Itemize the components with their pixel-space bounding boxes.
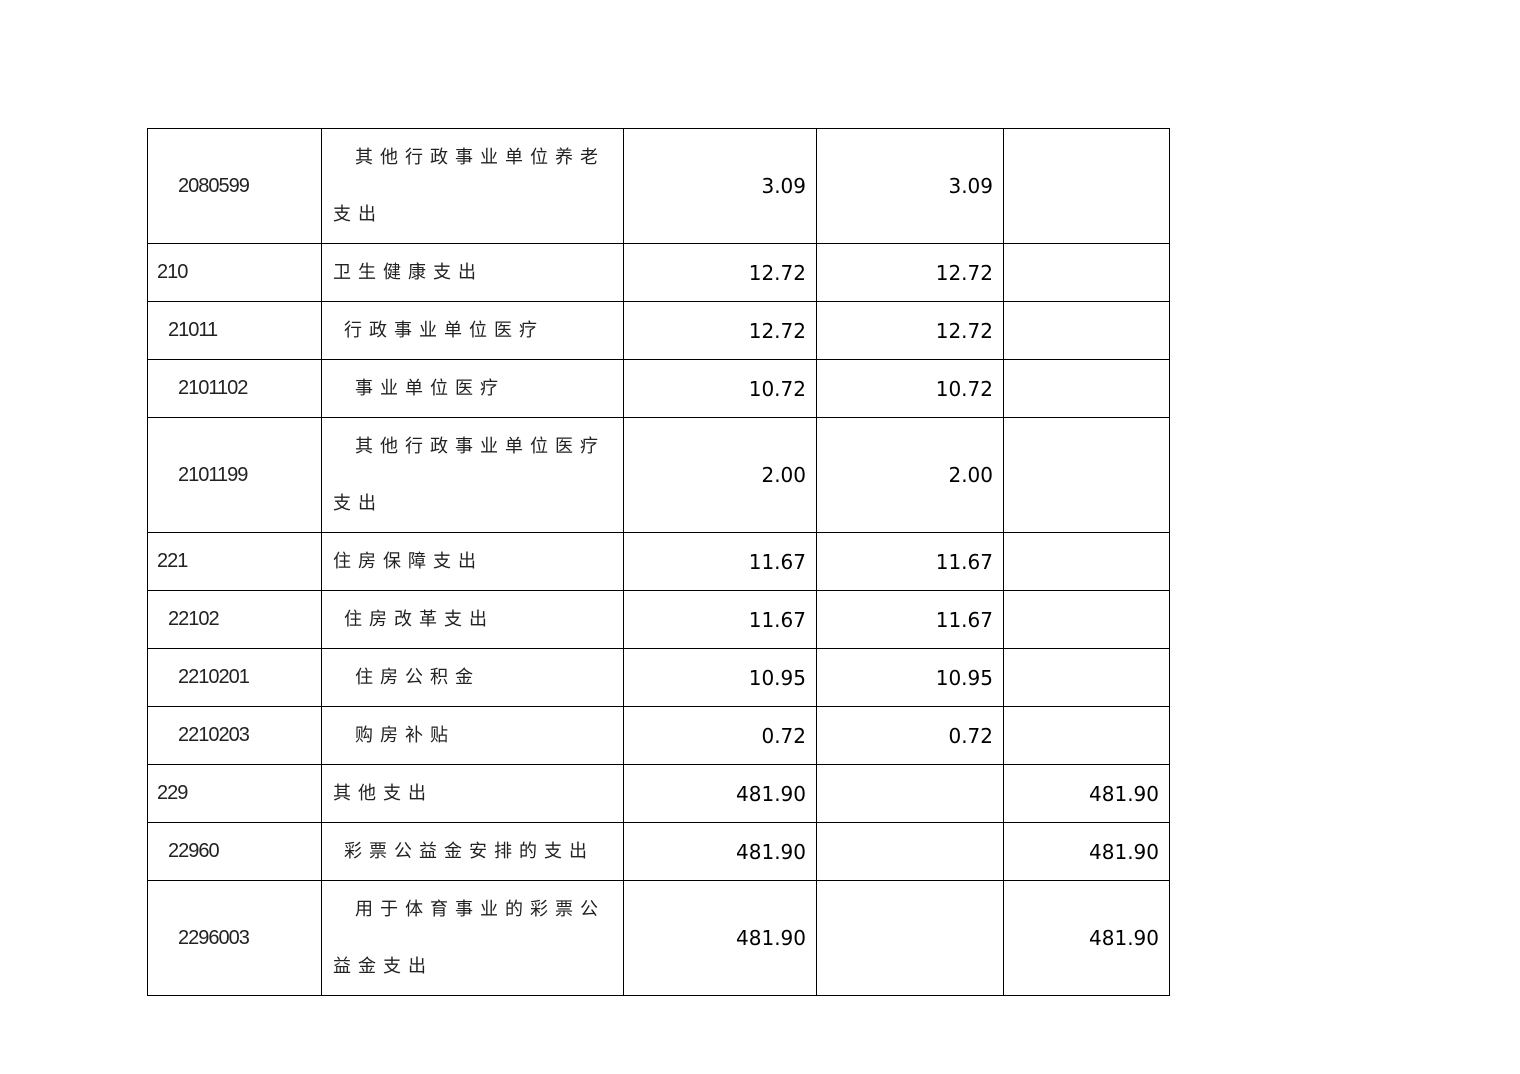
code-cell: 2210203 (147, 706, 322, 765)
code-cell: 2080599 (147, 128, 322, 244)
project-expenditure-cell: 481.90 (1003, 764, 1170, 823)
total-cell: 481.90 (623, 764, 817, 823)
total-cell: 0.72 (623, 706, 817, 765)
basic-expenditure-cell (816, 822, 1004, 881)
table-row: 2101102 事业单位医疗 10.72 10.72 (147, 359, 1170, 418)
basic-expenditure-cell: 3.09 (816, 128, 1004, 244)
table-row: 229 其他支出 481.90 481.90 (147, 764, 1170, 823)
name-cell: 其他支出 (321, 764, 624, 823)
name-cell: 用于体育事业的彩票公益金支出 (321, 880, 624, 996)
name-cell: 住房保障支出 (321, 532, 624, 591)
table-row: 210 卫生健康支出 12.72 12.72 (147, 243, 1170, 302)
total-cell: 12.72 (623, 301, 817, 360)
code-cell: 221 (147, 532, 322, 591)
total-cell: 11.67 (623, 590, 817, 649)
code-cell: 2101102 (147, 359, 322, 418)
basic-expenditure-cell (816, 880, 1004, 996)
name-cell: 住房改革支出 (321, 590, 624, 649)
name-cell: 其他行政事业单位养老支出 (321, 128, 624, 244)
project-expenditure-cell (1003, 590, 1170, 649)
basic-expenditure-cell: 12.72 (816, 243, 1004, 302)
basic-expenditure-cell: 2.00 (816, 417, 1004, 533)
code-cell: 2101199 (147, 417, 322, 533)
name-cell: 住房公积金 (321, 648, 624, 707)
project-expenditure-cell (1003, 417, 1170, 533)
project-expenditure-cell (1003, 648, 1170, 707)
code-cell: 21011 (147, 301, 322, 360)
table-row: 2210201 住房公积金 10.95 10.95 (147, 648, 1170, 707)
table-row: 221 住房保障支出 11.67 11.67 (147, 532, 1170, 591)
project-expenditure-cell (1003, 532, 1170, 591)
name-cell: 购房补贴 (321, 706, 624, 765)
name-cell: 事业单位医疗 (321, 359, 624, 418)
code-cell: 229 (147, 764, 322, 823)
table-row: 22102 住房改革支出 11.67 11.67 (147, 590, 1170, 649)
basic-expenditure-cell: 10.72 (816, 359, 1004, 418)
table-row: 2296003 用于体育事业的彩票公益金支出 481.90 481.90 (147, 880, 1170, 996)
table-row: 2080599 其他行政事业单位养老支出 3.09 3.09 (147, 128, 1170, 244)
total-cell: 3.09 (623, 128, 817, 244)
name-cell: 行政事业单位医疗 (321, 301, 624, 360)
total-cell: 481.90 (623, 880, 817, 996)
basic-expenditure-cell: 11.67 (816, 590, 1004, 649)
total-cell: 10.72 (623, 359, 817, 418)
project-expenditure-cell (1003, 128, 1170, 244)
project-expenditure-cell (1003, 706, 1170, 765)
name-cell: 卫生健康支出 (321, 243, 624, 302)
total-cell: 11.67 (623, 532, 817, 591)
code-cell: 2296003 (147, 880, 322, 996)
basic-expenditure-cell (816, 764, 1004, 823)
code-cell: 22102 (147, 590, 322, 649)
code-cell: 210 (147, 243, 322, 302)
basic-expenditure-cell: 0.72 (816, 706, 1004, 765)
total-cell: 10.95 (623, 648, 817, 707)
code-cell: 2210201 (147, 648, 322, 707)
basic-expenditure-cell: 12.72 (816, 301, 1004, 360)
table-body: 2080599 其他行政事业单位养老支出 3.09 3.09 210 卫生健康支出 12.7… (147, 128, 1170, 996)
project-expenditure-cell (1003, 359, 1170, 418)
project-expenditure-cell: 481.90 (1003, 880, 1170, 996)
code-cell: 22960 (147, 822, 322, 881)
basic-expenditure-cell: 11.67 (816, 532, 1004, 591)
table-row: 2101199 其他行政事业单位医疗支出 2.00 2.00 (147, 417, 1170, 533)
total-cell: 481.90 (623, 822, 817, 881)
name-cell: 彩票公益金安排的支出 (321, 822, 624, 881)
project-expenditure-cell: 481.90 (1003, 822, 1170, 881)
expenditure-table: 2080599 其他行政事业单位养老支出 3.09 3.09 210 卫生健康支出 12.7… (147, 128, 1170, 996)
table-row: 2210203 购房补贴 0.72 0.72 (147, 706, 1170, 765)
table-row: 22960 彩票公益金安排的支出 481.90 481.90 (147, 822, 1170, 881)
total-cell: 12.72 (623, 243, 817, 302)
project-expenditure-cell (1003, 301, 1170, 360)
name-cell: 其他行政事业单位医疗支出 (321, 417, 624, 533)
total-cell: 2.00 (623, 417, 817, 533)
basic-expenditure-cell: 10.95 (816, 648, 1004, 707)
project-expenditure-cell (1003, 243, 1170, 302)
table-row: 21011 行政事业单位医疗 12.72 12.72 (147, 301, 1170, 360)
